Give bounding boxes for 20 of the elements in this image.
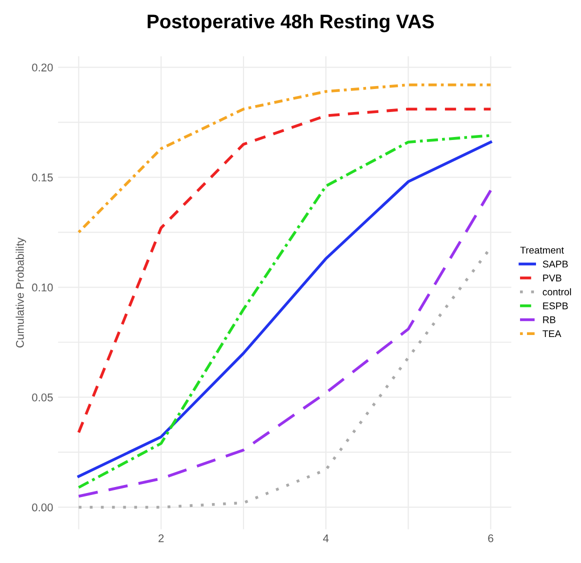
legend-title: Treatment <box>520 246 564 254</box>
x-tick-label: 2 <box>158 534 164 542</box>
x-tick-label: 4 <box>323 534 329 542</box>
y-tick-label: 0.00 <box>32 503 53 512</box>
legend-label: SAPB <box>542 260 568 268</box>
legend-label: PVB <box>543 274 562 282</box>
legend-label: ESPB <box>543 302 568 310</box>
y-tick-label: 0.15 <box>32 174 53 182</box>
x-tick-label: 6 <box>488 534 494 542</box>
line-series <box>77 189 492 498</box>
line-series <box>77 108 492 434</box>
legend-label: TEA <box>542 330 562 338</box>
y-tick-label: 0.20 <box>32 64 53 72</box>
legend-label: RB <box>543 316 556 324</box>
y-axis-title: Cumulative Probability <box>16 238 26 348</box>
y-tick-label: 0.05 <box>32 394 53 402</box>
chart-title: Postoperative 48h Resting VAS <box>148 14 434 32</box>
line-series <box>77 84 492 234</box>
legend-label: control <box>542 288 571 296</box>
y-tick-label: 0.10 <box>32 284 53 292</box>
